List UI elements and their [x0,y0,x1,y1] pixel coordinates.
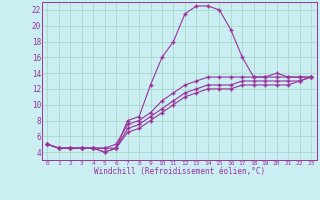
X-axis label: Windchill (Refroidissement éolien,°C): Windchill (Refroidissement éolien,°C) [94,167,265,176]
